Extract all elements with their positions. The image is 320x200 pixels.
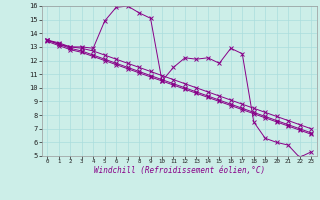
- X-axis label: Windchill (Refroidissement éolien,°C): Windchill (Refroidissement éolien,°C): [94, 166, 265, 175]
